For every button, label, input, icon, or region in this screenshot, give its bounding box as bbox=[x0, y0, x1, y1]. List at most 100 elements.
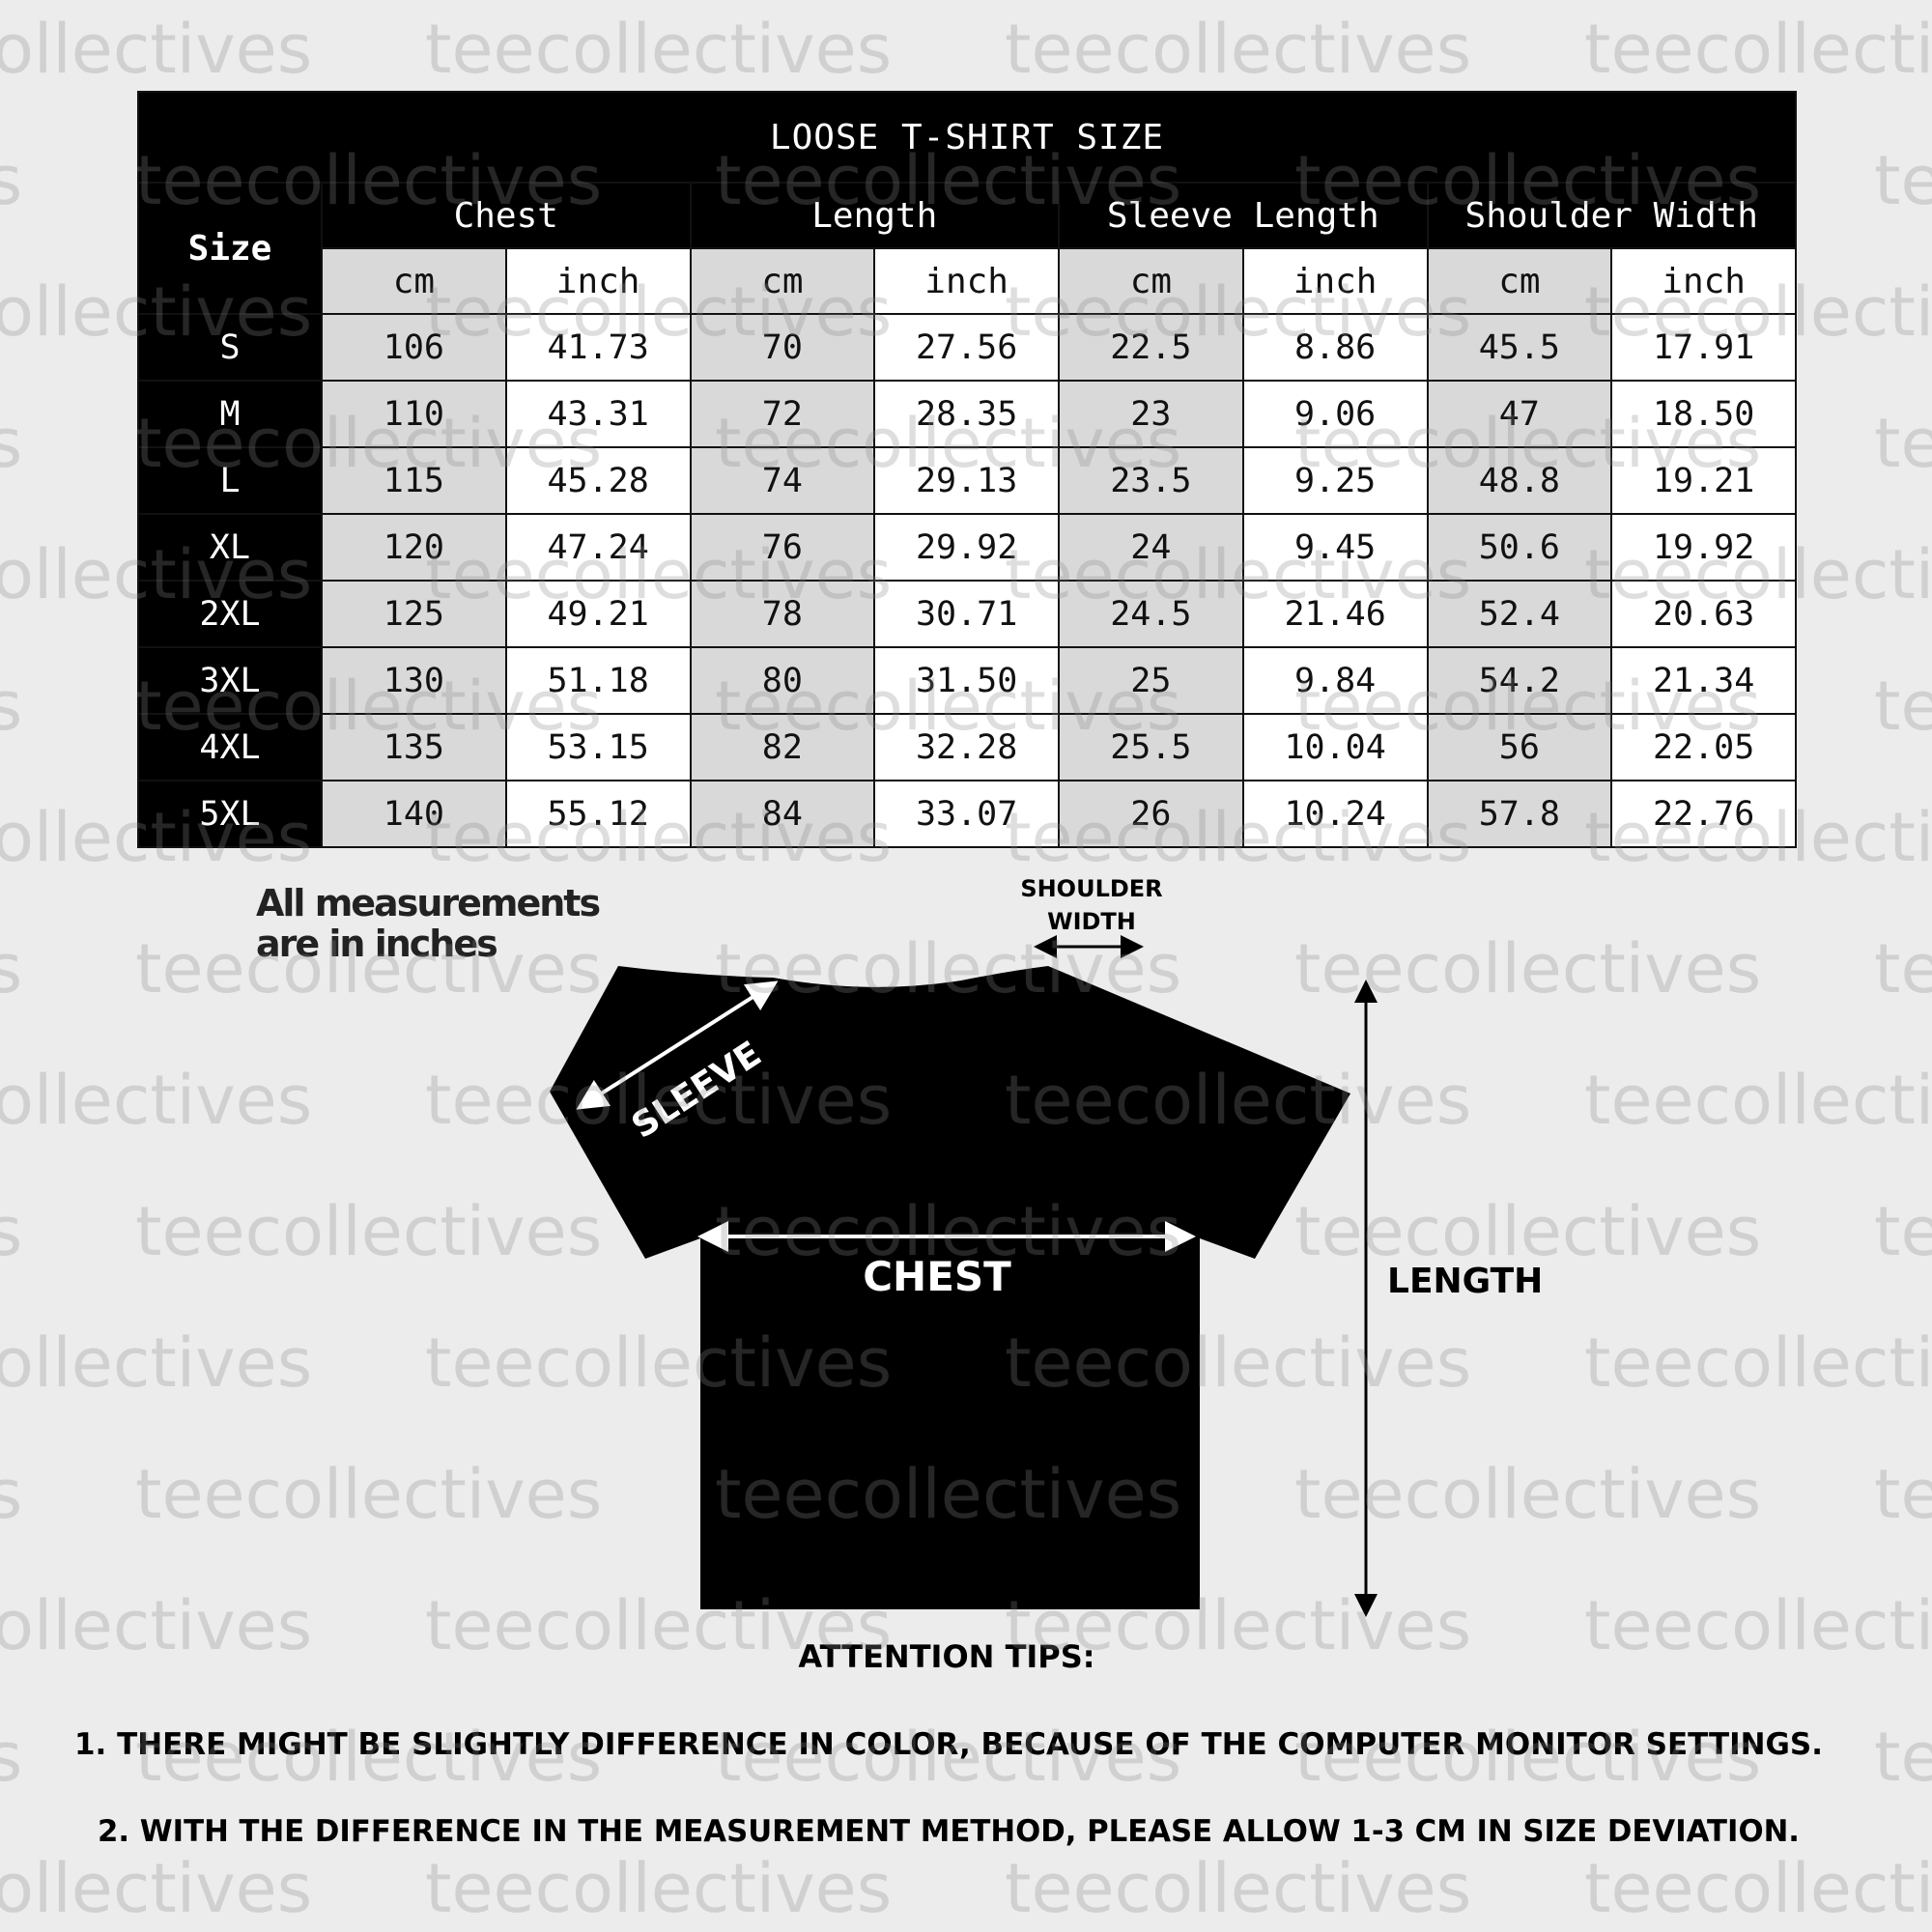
note-line1: All measurements bbox=[256, 882, 599, 924]
watermark-text: teecollectives bbox=[1584, 1586, 1932, 1665]
measurement-cell: 23.5 bbox=[1058, 446, 1244, 515]
measurement-cell: 47.24 bbox=[504, 513, 692, 582]
measurement-cell: 135 bbox=[321, 713, 507, 781]
watermark-text: teecollectives bbox=[715, 667, 1181, 746]
watermark-text: teecollectives bbox=[1874, 1718, 1932, 1797]
watermark-text: teecollectives bbox=[0, 1718, 22, 1797]
measurement-cell: 84 bbox=[689, 780, 876, 848]
watermark-text: teecollectives bbox=[135, 1192, 602, 1271]
unit-header: inch bbox=[1241, 247, 1429, 315]
measurement-cell: 106 bbox=[321, 313, 507, 382]
watermark-text: teecollectives bbox=[0, 404, 22, 483]
watermark-text: teecollectives bbox=[715, 1192, 1181, 1271]
measurement-cell: 24 bbox=[1058, 513, 1244, 582]
watermark-text: teecollectives bbox=[135, 929, 602, 1009]
measurement-cell: 29.13 bbox=[873, 446, 1060, 515]
watermark-text: teecollectives bbox=[0, 667, 22, 746]
measurement-cell: 33.07 bbox=[873, 780, 1060, 848]
measurement-cell: 49.21 bbox=[504, 580, 692, 648]
watermark-text: teecollectives bbox=[1584, 1061, 1932, 1140]
measurement-cell: 48.8 bbox=[1426, 446, 1613, 515]
unit-header: cm bbox=[1426, 247, 1613, 315]
watermark-text: teecollectives bbox=[1584, 798, 1932, 877]
watermark-text: teecollectives bbox=[1874, 929, 1932, 1009]
watermark-text: teecollectives bbox=[135, 1718, 602, 1797]
watermark-text: teecollectives bbox=[425, 272, 892, 352]
measurement-cell: 32.28 bbox=[873, 713, 1060, 781]
unit-header: cm bbox=[321, 247, 507, 315]
measurement-cell: 57.8 bbox=[1426, 780, 1613, 848]
measurement-cell: 25 bbox=[1058, 646, 1244, 715]
measurement-cell: 31.50 bbox=[873, 646, 1060, 715]
group-header-sleeve-length: Sleeve Length bbox=[1058, 182, 1429, 249]
measurement-cell: 72 bbox=[689, 380, 876, 448]
measurement-cell: 23 bbox=[1058, 380, 1244, 448]
measurement-cell: 51.18 bbox=[504, 646, 692, 715]
watermark-text: teecollectives bbox=[1584, 1323, 1932, 1403]
watermark-text: teecollectives bbox=[1294, 1192, 1761, 1271]
size-cell: 3XL bbox=[137, 646, 323, 715]
measurement-cell: 19.21 bbox=[1610, 446, 1797, 515]
watermark-text: teecollectives bbox=[425, 1849, 892, 1928]
watermark-text: teecollectives bbox=[0, 141, 22, 220]
watermark-text: teecollectives bbox=[1005, 798, 1471, 877]
watermark-text: teecollectives bbox=[135, 141, 602, 220]
watermark-text: teecollectives bbox=[1294, 929, 1761, 1009]
measurement-cell: 26 bbox=[1058, 780, 1244, 848]
watermark-text: teecollectives bbox=[425, 10, 892, 89]
measurement-cell: 28.35 bbox=[873, 380, 1060, 448]
measurement-cell: 9.06 bbox=[1241, 380, 1429, 448]
table-row: 3XL 130 51.18 80 31.50 25 9.84 54.2 21.34 bbox=[137, 646, 1797, 715]
watermark-text: teecollectives bbox=[0, 1849, 312, 1928]
measurement-cell: 53.15 bbox=[504, 713, 692, 781]
measurement-cell: 21.46 bbox=[1241, 580, 1429, 648]
size-cell: M bbox=[137, 380, 323, 448]
measurement-cell: 82 bbox=[689, 713, 876, 781]
watermark-text: teecollectives bbox=[1005, 1586, 1471, 1665]
watermark-text: teecollectives bbox=[1005, 1323, 1471, 1403]
watermark-text: teecollectives bbox=[1005, 10, 1471, 89]
watermark-text: teecollectives bbox=[1005, 1061, 1471, 1140]
watermark-text: teecollectives bbox=[0, 1586, 312, 1665]
watermark-text: teecollectives bbox=[0, 10, 312, 89]
watermark-text: teecollectives bbox=[715, 929, 1181, 1009]
watermark-text: teecollectives bbox=[1294, 667, 1761, 746]
size-cell: XL bbox=[137, 513, 323, 582]
watermark-text: teecollectives bbox=[135, 404, 602, 483]
measurement-cell: 70 bbox=[689, 313, 876, 382]
watermark-text: teecollectives bbox=[0, 929, 22, 1009]
watermark-text: teecollectives bbox=[1005, 272, 1471, 352]
measurement-cell: 110 bbox=[321, 380, 507, 448]
measurement-cell: 140 bbox=[321, 780, 507, 848]
watermark-text: teecollectives bbox=[1584, 10, 1932, 89]
size-chart-table: LOOSE T-SHIRT SIZE Size Chest Length Sle… bbox=[137, 91, 1797, 848]
watermark-text: teecollectives bbox=[715, 1455, 1181, 1534]
note-line2: are in inches bbox=[256, 923, 497, 965]
table-row: XL 120 47.24 76 29.92 24 9.45 50.6 19.92 bbox=[137, 513, 1797, 582]
watermark-text: teecollectives bbox=[0, 1061, 312, 1140]
measurement-cell: 29.92 bbox=[873, 513, 1060, 582]
table-row: L 115 45.28 74 29.13 23.5 9.25 48.8 19.21 bbox=[137, 446, 1797, 515]
unit-header: inch bbox=[504, 247, 692, 315]
watermark-text: teecollectives bbox=[1005, 1849, 1471, 1928]
measurement-cell: 130 bbox=[321, 646, 507, 715]
measurement-cell: 18.50 bbox=[1610, 380, 1797, 448]
watermark-text: teecollectives bbox=[715, 141, 1181, 220]
measurement-cell: 125 bbox=[321, 580, 507, 648]
measurement-cell: 41.73 bbox=[504, 313, 692, 382]
unit-header: inch bbox=[873, 247, 1060, 315]
watermark-text: teecollectives bbox=[425, 1323, 892, 1403]
measurement-cell: 27.56 bbox=[873, 313, 1060, 382]
watermark-text: teecollectives bbox=[715, 404, 1181, 483]
unit-header: cm bbox=[1058, 247, 1244, 315]
measurement-cell: 9.25 bbox=[1241, 446, 1429, 515]
measurement-cell: 80 bbox=[689, 646, 876, 715]
measurement-cell: 24.5 bbox=[1058, 580, 1244, 648]
measurement-cell: 45.28 bbox=[504, 446, 692, 515]
measurement-cell: 54.2 bbox=[1426, 646, 1613, 715]
tip-1: 1. THERE MIGHT BE SLIGHTLY DIFFERENCE IN… bbox=[74, 1727, 1823, 1762]
watermark-text: teecollectives bbox=[0, 798, 312, 877]
watermark-text: teecollectives bbox=[1294, 404, 1761, 483]
measurement-cell: 120 bbox=[321, 513, 507, 582]
table-row: 2XL 125 49.21 78 30.71 24.5 21.46 52.4 20.63 bbox=[137, 580, 1797, 648]
